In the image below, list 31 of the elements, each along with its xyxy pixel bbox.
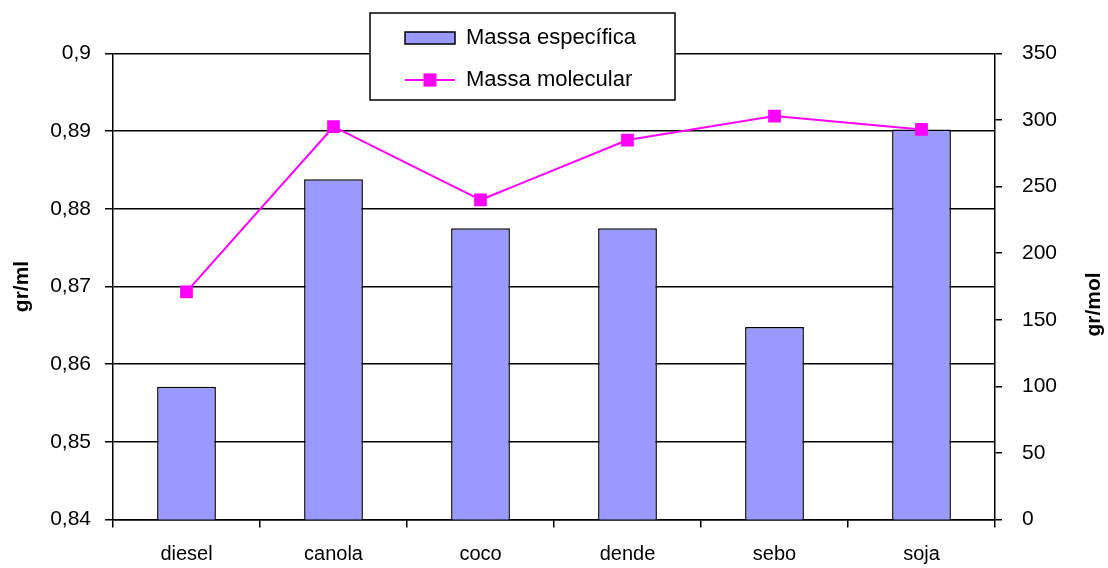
y-tick-label: 0,9 bbox=[61, 40, 91, 64]
y2-axis-title: gr/mol bbox=[1080, 272, 1104, 337]
y2-tick-label: 250 bbox=[1022, 173, 1058, 197]
point bbox=[915, 123, 928, 136]
x-tick-label: coco bbox=[459, 542, 502, 565]
y2-tick-label: 0 bbox=[1022, 506, 1034, 530]
point bbox=[180, 285, 193, 299]
y2-tick-label: 300 bbox=[1022, 106, 1058, 130]
x-tick-label: canola bbox=[304, 542, 364, 565]
y-tick-label: 0,84 bbox=[50, 506, 92, 530]
y-tick-label: 0,86 bbox=[50, 350, 91, 374]
y2-tick-label: 50 bbox=[1022, 439, 1046, 463]
x-tick-label: dende bbox=[599, 542, 656, 565]
point bbox=[768, 109, 781, 123]
x-tick-label: diesel bbox=[160, 542, 213, 565]
y-tick-label: 0,89 bbox=[50, 117, 91, 141]
y-tick-label: 0,85 bbox=[50, 428, 91, 452]
legend-label: Massa específica bbox=[466, 24, 637, 50]
y2-tick-label: 350 bbox=[1022, 40, 1058, 64]
x-tick-label: sebo bbox=[752, 542, 797, 565]
y2-tick-label: 150 bbox=[1022, 306, 1058, 330]
y2-tick-label: 100 bbox=[1022, 373, 1058, 397]
point bbox=[327, 120, 340, 134]
y-axis-title: gr/ml bbox=[9, 260, 33, 313]
legend-label: Massa molecular bbox=[466, 66, 633, 92]
y2-tick-label: 200 bbox=[1022, 240, 1058, 264]
y-tick-label: 0,87 bbox=[50, 273, 91, 297]
x-tick-label: soja bbox=[903, 542, 941, 565]
point bbox=[621, 133, 634, 147]
y-tick-label: 0,88 bbox=[50, 195, 91, 219]
point bbox=[474, 193, 487, 207]
